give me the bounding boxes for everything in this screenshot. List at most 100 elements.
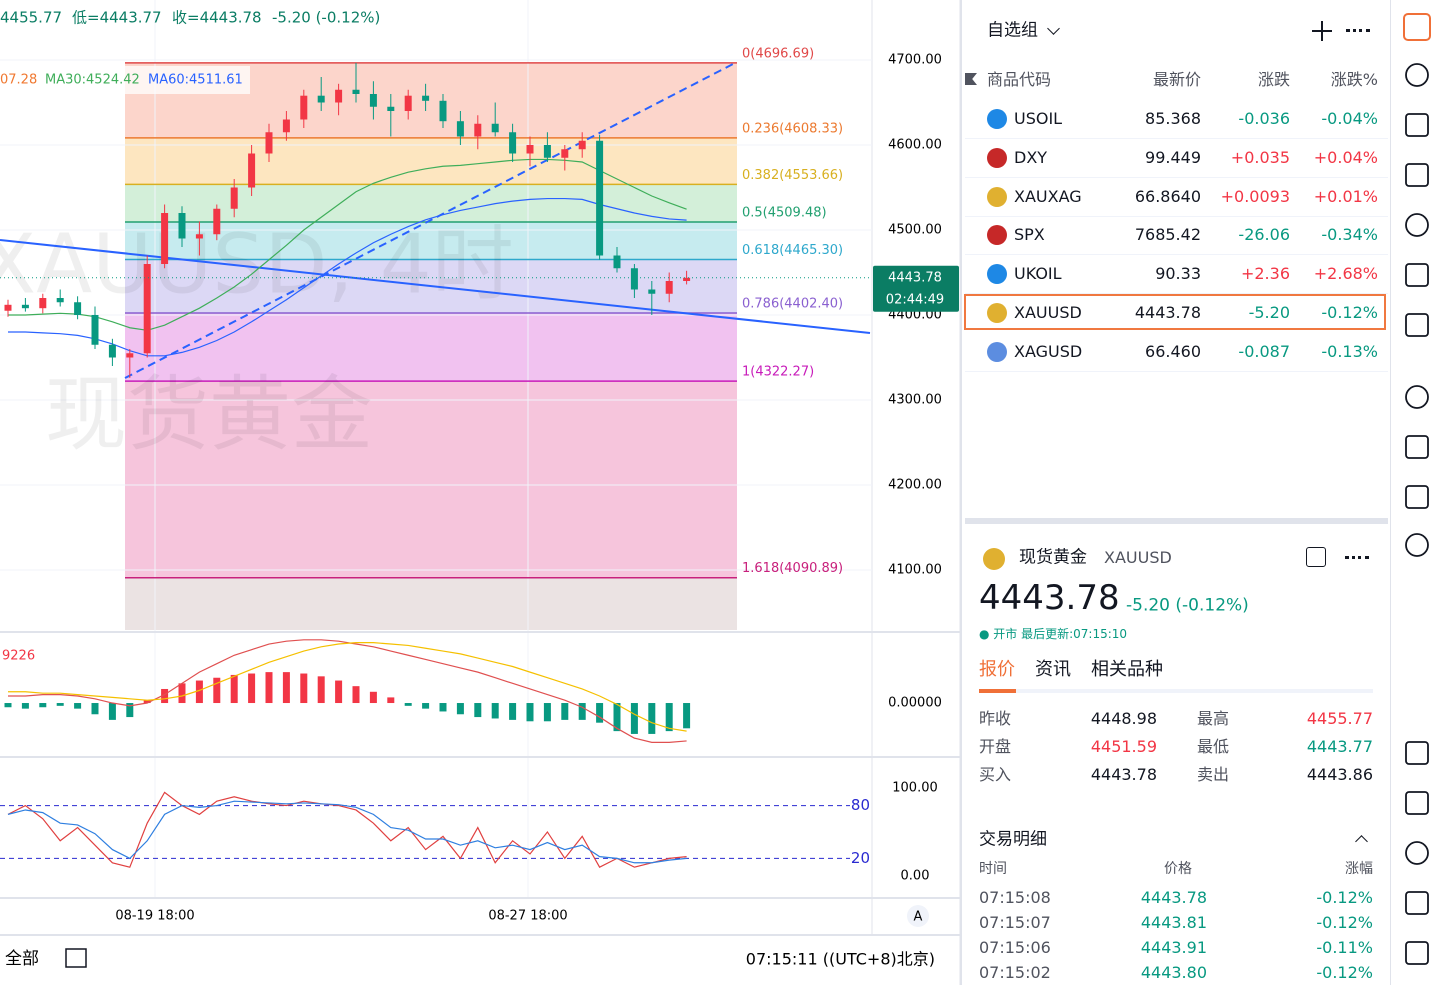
detail-symbol: XAUUSD (1104, 548, 1172, 567)
legend-bg (0, 66, 250, 94)
symbol[interactable]: UKOIL (1014, 264, 1062, 284)
candle-body (474, 123, 482, 137)
y-tick-label: 4700.00 (888, 53, 942, 68)
macd-hist (161, 688, 169, 704)
candle-body (230, 187, 238, 209)
macd-hist (108, 703, 116, 720)
trade-change: -0.12% (1316, 913, 1373, 932)
fib-band (125, 184, 737, 222)
candle-body (178, 213, 186, 239)
candle-body (509, 132, 517, 154)
macd-hist (491, 703, 499, 719)
change-pct: +0.01% (1313, 186, 1378, 206)
macd-hist (126, 703, 134, 718)
detail-price: 4443.78 (979, 578, 1120, 618)
watchlist-title[interactable]: 自选组 (987, 20, 1038, 41)
quote-label: 最高 (1197, 709, 1230, 728)
candle-body (596, 140, 604, 256)
symbol[interactable]: SPX (1014, 225, 1045, 245)
sidebar-icon[interactable] (1405, 385, 1429, 409)
column-header: 最新价 (1152, 70, 1201, 89)
kdj-line (7, 800, 687, 864)
symbol-icon (987, 225, 1007, 246)
candle-body (683, 277, 691, 282)
candle-body (578, 140, 586, 150)
macd-line (8, 642, 687, 732)
macd-hist (248, 673, 256, 704)
range-button[interactable]: 全部 (5, 949, 39, 969)
sidebar-icon[interactable] (1405, 313, 1429, 337)
tab[interactable]: 报价 (979, 659, 1015, 680)
sidebar-icon[interactable] (1405, 791, 1429, 815)
quote-value: 4455.77 (1306, 709, 1373, 728)
chart-area: 4700.004600.004500.004400.004300.004200.… (0, 0, 962, 985)
sidebar-icon[interactable] (1405, 841, 1429, 865)
column-header: 商品代码 (987, 70, 1052, 89)
candle-body (282, 119, 290, 133)
scale-button[interactable] (907, 905, 929, 927)
sidebar-icon[interactable] (1405, 213, 1429, 237)
sidebar-icon[interactable] (1405, 485, 1429, 509)
candle-body (526, 145, 534, 154)
tab[interactable]: 资讯 (1035, 659, 1071, 680)
sidebar-icon[interactable] (1405, 435, 1429, 459)
sidebar-icon[interactable] (1405, 263, 1429, 287)
x-tick-label: 08-27 18:00 (488, 909, 567, 924)
quote-label: 买入 (979, 765, 1012, 784)
macd-hist (474, 703, 482, 718)
ohlc-text: 低=4443.77 (72, 8, 162, 27)
trade-change: -0.12% (1316, 888, 1373, 907)
sidebar-icon[interactable] (1405, 113, 1429, 137)
quote-label: 卖出 (1197, 765, 1230, 784)
date-icon[interactable] (65, 948, 87, 968)
symbol-icon (983, 548, 1005, 570)
candle-body (74, 302, 82, 315)
macd-hist (509, 703, 517, 720)
column-header: 涨跌% (1330, 70, 1378, 89)
fib-label: 1.618(4090.89) (742, 561, 843, 576)
sidebar-icon[interactable] (1405, 163, 1429, 187)
sidebar-icon[interactable] (1405, 741, 1429, 765)
ma-legend: MA60:4511.61 (148, 72, 243, 88)
macd-hist (526, 703, 534, 722)
symbol[interactable]: XAUUSD (1014, 303, 1082, 322)
sidebar-icon[interactable] (1405, 533, 1429, 557)
candle-body (439, 100, 447, 122)
macd-hist (56, 703, 64, 706)
price: 90.33 (1155, 264, 1201, 284)
macd-hist (143, 700, 151, 704)
candle-body (300, 95, 308, 120)
row-divider (965, 370, 1388, 372)
ma-legend: 07.28 (0, 72, 38, 88)
symbol[interactable]: DXY (1014, 147, 1048, 167)
watermark: 现货黄金 (45, 367, 373, 462)
symbol-icon (987, 341, 1007, 362)
panel-gap (965, 518, 1388, 524)
sidebar-icon[interactable] (1405, 891, 1429, 915)
symbol[interactable]: XAUXAG (1014, 186, 1082, 206)
candle-body (317, 95, 325, 103)
scale-mode[interactable]: A (914, 910, 923, 925)
candle-body (126, 353, 134, 358)
sidebar-icon[interactable] (1405, 941, 1429, 965)
macd-hist (456, 703, 464, 715)
kdj-tick-label: 100.00 (892, 780, 938, 795)
macd-hist (404, 703, 412, 706)
ma-line (8, 197, 687, 357)
icon-active[interactable] (1403, 13, 1431, 41)
change: -26.06 (1238, 225, 1290, 245)
ohlc-text: -5.20 (-0.12%) (272, 8, 381, 27)
macd-hist (387, 697, 395, 704)
dropdown-caret (1047, 22, 1060, 35)
tab[interactable]: 相关品种 (1091, 659, 1163, 680)
trend-line (0, 239, 871, 334)
price: 85.368 (1145, 109, 1201, 128)
quote-value: 4443.78 (1090, 765, 1157, 784)
trade-price: 4443.81 (1140, 913, 1207, 932)
ma-legend: MA30:4524.42 (45, 72, 140, 88)
sidebar-icon[interactable] (1405, 63, 1429, 87)
macd-hist (422, 703, 430, 709)
symbol[interactable]: XAGUSD (1014, 341, 1083, 361)
fib-band (125, 381, 737, 578)
symbol[interactable]: USOIL (1014, 109, 1063, 128)
